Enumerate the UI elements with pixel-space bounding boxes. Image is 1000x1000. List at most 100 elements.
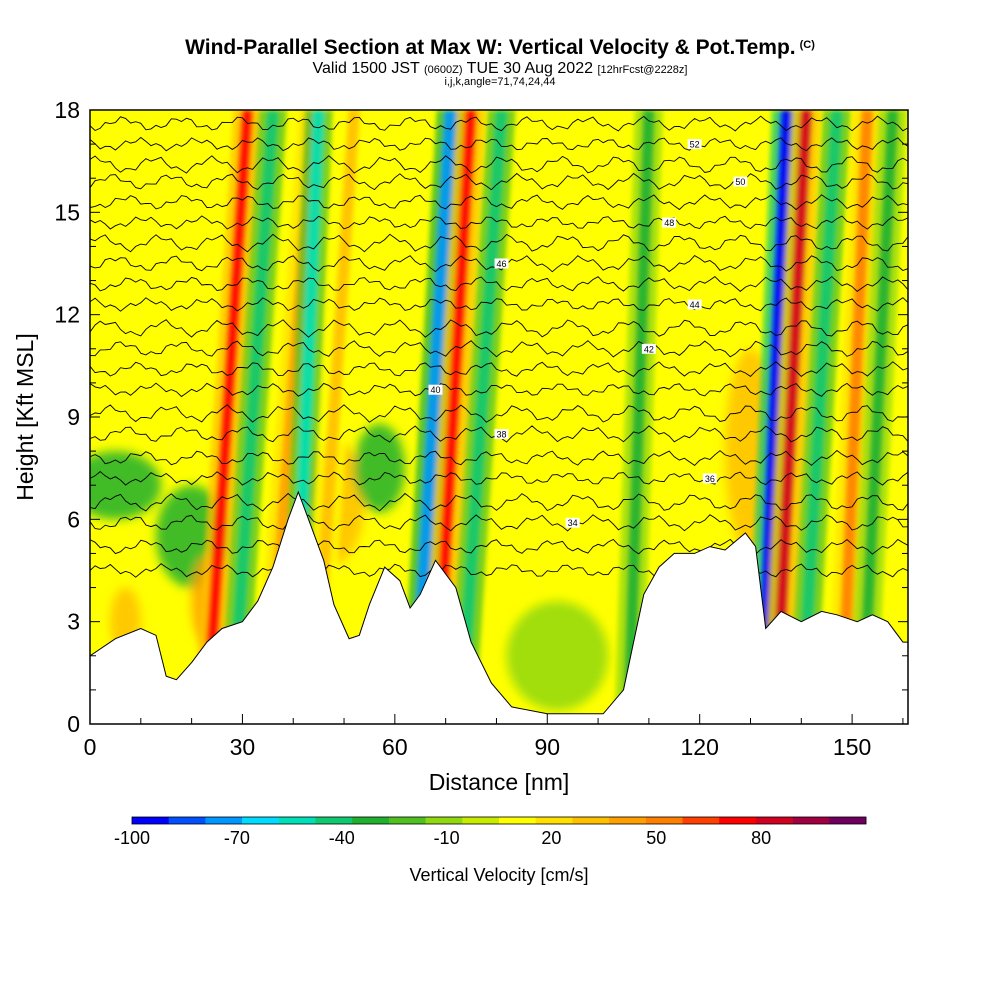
theta-label-bg-48 [662, 217, 677, 228]
colorbar-swatch-9 [462, 817, 500, 824]
x-tick-label: 30 [230, 734, 256, 760]
colorbar-swatch-4 [278, 817, 316, 824]
colorbar-swatch-2 [205, 817, 243, 824]
velocity-blob-6 [506, 601, 609, 711]
y-tick-label: 9 [67, 404, 80, 430]
y-tick-label: 6 [67, 506, 80, 532]
colorbar-swatch-7 [388, 817, 426, 824]
theta-contour-35 [90, 492, 908, 512]
colorbar-swatch-3 [242, 817, 280, 824]
terrain-mask [90, 490, 908, 724]
colorbar-swatch-15 [682, 817, 720, 824]
theta-contour-33 [90, 538, 908, 555]
theta-contour-53 [90, 115, 908, 132]
velocity-blob-5 [354, 423, 406, 513]
colorbar-tick-label: -70 [224, 828, 250, 848]
y-tick-label: 3 [67, 609, 80, 635]
y-tick-label: 15 [54, 199, 80, 225]
colorbar-swatch-12 [572, 817, 610, 824]
colorbar-swatch-16 [719, 817, 757, 824]
y-tick-label: 0 [67, 711, 80, 737]
colorbar-label: Vertical Velocity [cm/s] [409, 865, 588, 885]
x-tick-label: 60 [382, 734, 408, 760]
theta-label-52: 52 [690, 140, 700, 150]
theta-label-bg-52 [687, 139, 702, 150]
theta-contour-34 [90, 514, 908, 532]
theta-label-bg-34 [565, 517, 580, 528]
theta-label-44: 44 [690, 300, 700, 310]
theta-contour-39 [90, 404, 908, 423]
velocity-band-core-0 [200, 110, 254, 724]
velocity-band-core-1 [226, 110, 279, 724]
chart-title: Wind-Parallel Section at Max W: Vertical… [0, 36, 1000, 60]
theta-label-42: 42 [644, 344, 654, 354]
theta-contour-41 [90, 361, 908, 377]
colorbar-swatch-8 [425, 817, 463, 824]
colorbar-swatch-18 [792, 817, 830, 824]
plot-area: 34 36 38 40 42 44 46 48 50 52 [90, 110, 908, 724]
velocity-band-core-9 [754, 110, 793, 724]
colorbar-swatch-11 [535, 817, 573, 824]
theta-contour-49 [90, 194, 908, 211]
theta-label-bg-42 [641, 343, 656, 354]
theta-contour-43 [90, 319, 908, 338]
colorbar-swatch-14 [645, 817, 683, 824]
copyright-mark: (C) [799, 39, 815, 51]
velocity-band-core-5 [409, 110, 457, 724]
colorbar-tick-label: -100 [114, 828, 150, 848]
theta-label-50: 50 [735, 177, 745, 187]
theta-contour-48 [90, 215, 908, 230]
y-tick-label: 18 [54, 97, 80, 123]
subtitle-forecast: [12hrFcst@2228z] [597, 64, 688, 76]
colorbar-swatch-19 [829, 817, 867, 824]
theta-label-bg-38 [494, 429, 509, 440]
theta-label-bg-46 [494, 258, 509, 269]
theta-label-36: 36 [705, 474, 715, 484]
theta-contour-44 [90, 297, 908, 312]
theta-label-38: 38 [497, 430, 507, 440]
theta-contour-32 [90, 563, 908, 578]
theta-label-bg-50 [733, 176, 748, 187]
chart-subtitle: Valid 1500 JST (0600Z) TUE 30 Aug 2022 [… [0, 60, 1000, 78]
theta-label-46: 46 [497, 259, 507, 269]
theta-contour-50 [90, 172, 908, 191]
theta-contours: 34 36 38 40 42 44 46 48 50 52 [90, 115, 908, 578]
y-tick-label: 12 [54, 302, 80, 328]
x-tick-label: 90 [534, 734, 560, 760]
colorbar-tick-label: 20 [541, 828, 561, 848]
theta-label-34: 34 [568, 518, 578, 528]
colorbar-tick-label: -40 [329, 828, 355, 848]
colorbar-swatch-1 [168, 817, 206, 824]
theta-contour-46 [90, 255, 908, 273]
colorbar-tick-label: 50 [646, 828, 666, 848]
x-tick-label: 120 [681, 734, 719, 760]
colorbar-swatch-0 [132, 817, 169, 824]
colorbar-frame [131, 816, 867, 825]
velocity-band-core-13 [856, 110, 899, 724]
theta-label-bg-44 [687, 299, 702, 310]
theta-label-48: 48 [664, 218, 674, 228]
chart-title-text: Wind-Parallel Section at Max W: Vertical… [185, 36, 796, 59]
theta-contour-36 [90, 471, 908, 486]
x-tick-label: 150 [833, 734, 871, 760]
colorbar-tick-label: 80 [751, 828, 771, 848]
x-tick-label: 0 [84, 734, 97, 760]
theta-contour-45 [90, 276, 908, 292]
theta-label-bg-40 [428, 384, 443, 395]
theta-contour-40 [90, 382, 908, 398]
y-axis-label: Height [Kft MSL] [12, 333, 38, 500]
velocity-band-core-8 [622, 110, 655, 724]
grid-indices: i,j,k,angle=71,74,24,44 [444, 76, 556, 88]
subtitle-utc: (0600Z) [423, 64, 463, 76]
subtitle-valid: Valid 1500 JST [312, 60, 420, 77]
colorbar-swatch-6 [352, 817, 390, 824]
theta-contour-52 [90, 136, 908, 152]
theta-contour-51 [90, 155, 908, 174]
colorbar: -100 -70 -40 -10 20 50 80 [114, 816, 867, 848]
colorbar-swatch-10 [499, 817, 536, 824]
colorbar-tick-label: -10 [434, 828, 460, 848]
colorbar-swatch-13 [609, 817, 647, 824]
theta-contour-37 [90, 449, 908, 466]
